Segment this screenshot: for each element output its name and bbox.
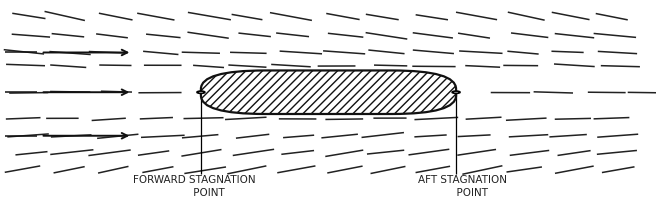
Text: AFT STAGNATION
      POINT: AFT STAGNATION POINT	[418, 175, 507, 198]
FancyBboxPatch shape	[201, 70, 456, 114]
Circle shape	[197, 91, 205, 93]
Text: FORWARD STAGNATION
         POINT: FORWARD STAGNATION POINT	[133, 175, 256, 198]
Circle shape	[452, 91, 460, 93]
